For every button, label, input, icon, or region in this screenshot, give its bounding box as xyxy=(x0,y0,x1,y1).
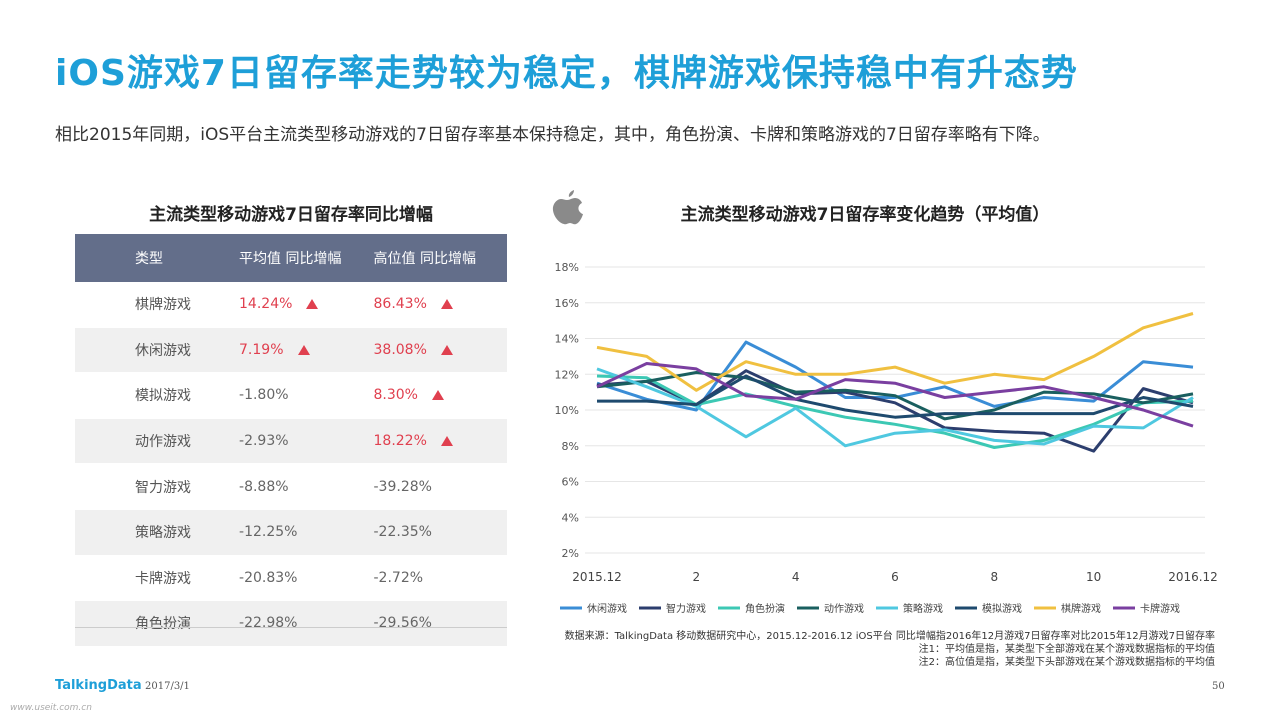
cell-avg-growth: 7.19% xyxy=(238,327,373,374)
cell-type: 棋牌游戏 xyxy=(75,282,239,328)
series-line xyxy=(596,367,1194,448)
watermark: www.useit.com.cn xyxy=(10,703,92,713)
series-line xyxy=(596,340,1194,412)
up-triangle-icon xyxy=(440,344,453,355)
x-tick-label: 2016.12 xyxy=(1168,570,1218,584)
legend-label: 卡牌游戏 xyxy=(1140,602,1180,615)
legend-label: 棋牌游戏 xyxy=(1061,602,1101,615)
cell-high-growth: -39.28% xyxy=(372,463,507,510)
cell-high-growth: -2.72% xyxy=(372,555,507,602)
table-body: 棋牌游戏 14.24% 86.43% 休闲游戏 7.19% 38.08% 模拟游戏 -1.80… xyxy=(75,282,507,647)
table-row: 策略游戏 -12.25% -22.35% xyxy=(75,509,507,556)
cell-avg-growth: -22.98% xyxy=(238,600,373,647)
table-row: 动作游戏 -2.93% 18.22% xyxy=(75,418,507,465)
cell-avg-growth: 14.24% xyxy=(238,282,373,328)
cell-avg-growth: -20.83% xyxy=(238,555,373,602)
up-triangle-icon xyxy=(440,436,453,447)
footer-date: 2017/3/1 xyxy=(145,681,190,692)
line-chart: 2% 4% 6% 8% 10% 12% 14% 16% 18% 2015.12 2 4 6 8 10 2016… xyxy=(555,261,1218,615)
y-tick-label: 4% xyxy=(562,511,579,524)
legend-label: 角色扮演 xyxy=(745,602,785,615)
x-tick-label: 6 xyxy=(891,570,899,584)
cell-high-growth: -22.35% xyxy=(372,509,507,556)
apple-logo-icon xyxy=(548,188,586,234)
cell-type: 动作游戏 xyxy=(75,418,239,465)
source-line: 数据来源：TalkingData 移动数据研究中心，2015.12-2016.1… xyxy=(564,631,1215,642)
talkingdata-logo: TalkingData xyxy=(55,678,142,693)
x-tick-label: 4 xyxy=(792,570,800,584)
up-triangle-icon xyxy=(440,299,453,310)
cell-avg-growth: -12.25% xyxy=(238,509,373,556)
y-tick-label: 8% xyxy=(562,440,579,453)
legend-label: 模拟游戏 xyxy=(982,602,1022,615)
cell-high-growth: 8.30% xyxy=(372,372,507,419)
legend-label: 休闲游戏 xyxy=(587,602,627,615)
cell-high-growth: -29.56% xyxy=(372,600,507,647)
y-tick-label: 2% xyxy=(562,547,579,560)
source-notes: 数据来源：TalkingData 移动数据研究中心，2015.12-2016.1… xyxy=(495,630,1215,669)
cell-type: 角色扮演 xyxy=(75,600,239,647)
cell-type: 策略游戏 xyxy=(75,509,239,556)
table-header-row: 类型 平均值 同比增幅 高位值 同比增幅 xyxy=(75,234,507,282)
up-triangle-icon xyxy=(431,390,444,401)
cell-type: 模拟游戏 xyxy=(75,372,239,419)
table-row: 棋牌游戏 14.24% 86.43% xyxy=(75,282,507,328)
cell-avg-growth: -1.80% xyxy=(238,372,373,419)
chart-title: 主流类型移动游戏7日留存率变化趋势（平均值） xyxy=(680,205,1050,225)
table-row: 卡牌游戏 -20.83% -2.72% xyxy=(75,555,507,602)
table-row: 模拟游戏 -1.80% 8.30% xyxy=(75,372,507,419)
header-avg: 平均值 同比增幅 xyxy=(238,234,373,282)
header-type: 类型 xyxy=(75,234,239,282)
series-line xyxy=(596,371,1194,421)
table-row: 智力游戏 -8.88% -39.28% xyxy=(75,463,507,510)
table-bottom-rule xyxy=(75,627,507,628)
cell-avg-growth: -2.93% xyxy=(238,418,373,465)
up-triangle-icon xyxy=(306,299,319,310)
cell-high-growth: 18.22% xyxy=(372,418,507,465)
x-tick-label: 2 xyxy=(693,570,701,584)
table-title: 主流类型移动游戏7日留存率同比增幅 xyxy=(149,205,433,225)
cell-avg-growth: -8.88% xyxy=(238,463,373,510)
legend-label: 智力游戏 xyxy=(666,602,706,615)
retention-growth-table: 类型 平均值 同比增幅 高位值 同比增幅 棋牌游戏 14.24% 86.43% 休闲游… xyxy=(75,234,507,647)
cell-type: 智力游戏 xyxy=(75,463,239,510)
cell-type: 卡牌游戏 xyxy=(75,555,239,602)
cell-type: 休闲游戏 xyxy=(75,327,239,374)
note-1: 注1：平均值是指，某类型下全部游戏在某个游戏数据指标的平均值 xyxy=(918,644,1215,655)
x-tick-label: 8 xyxy=(991,570,999,584)
up-triangle-icon xyxy=(297,344,310,355)
y-tick-label: 16% xyxy=(555,297,579,310)
page-title: iOS游戏7日留存率走势较为稳定，棋牌游戏保持稳中有升态势 xyxy=(55,53,1078,94)
y-tick-label: 10% xyxy=(555,404,579,417)
x-tick-label: 2015.12 xyxy=(572,570,622,584)
legend-label: 动作游戏 xyxy=(824,602,864,615)
y-tick-label: 12% xyxy=(555,368,579,381)
series-line xyxy=(597,374,1194,419)
y-tick-label: 18% xyxy=(555,261,579,274)
x-tick-label: 10 xyxy=(1086,570,1101,584)
table-row: 角色扮演 -22.98% -29.56% xyxy=(75,600,507,647)
legend-label: 策略游戏 xyxy=(903,602,943,615)
page-subtitle: 相比2015年同期，iOS平台主流类型移动游戏的7日留存率基本保持稳定，其中，角… xyxy=(55,125,1050,145)
series-line xyxy=(596,362,1194,428)
table-row: 休闲游戏 7.19% 38.08% xyxy=(75,327,507,374)
y-tick-label: 14% xyxy=(555,333,579,346)
cell-high-growth: 86.43% xyxy=(372,282,507,328)
header-high: 高位值 同比增幅 xyxy=(372,234,507,282)
y-tick-label: 6% xyxy=(562,476,579,489)
note-2: 注2：高位值是指，某类型下头部游戏在某个游戏数据指标的平均值 xyxy=(918,657,1215,668)
page-number: 50 xyxy=(1212,681,1225,692)
cell-high-growth: 38.08% xyxy=(372,327,507,374)
series-line xyxy=(596,312,1194,392)
